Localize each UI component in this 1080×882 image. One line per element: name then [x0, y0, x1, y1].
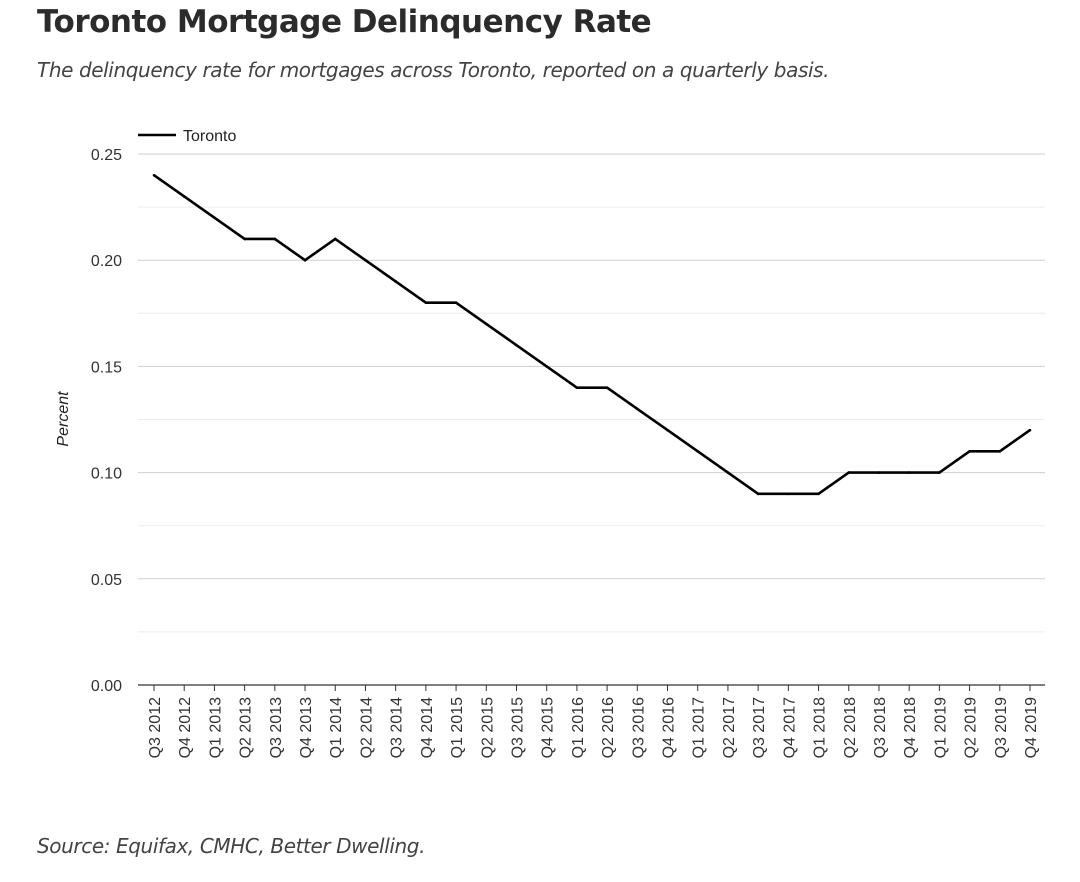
x-tick-label: Q4 2017: [781, 697, 798, 758]
x-tick-label: Q2 2017: [721, 697, 738, 758]
data-point: [726, 471, 730, 474]
legend: Toronto: [138, 128, 236, 145]
data-point: [756, 492, 760, 496]
data-point: [273, 237, 277, 241]
y-tick-label: 0.00: [91, 678, 122, 695]
data-point: [636, 407, 639, 411]
x-tick-label: Q4 2013: [298, 697, 315, 758]
y-tick-label: 0.05: [91, 572, 122, 589]
data-point: [243, 237, 246, 241]
x-tick-label: Q1 2014: [328, 697, 345, 758]
x-tick-label: Q4 2018: [902, 697, 919, 758]
data-point: [333, 237, 337, 241]
y-tick-label: 0.10: [91, 466, 122, 483]
x-axis-ticks: Q3 2012 Q4 2012 Q1 2013 Q2 2013 Q3 2013 Q4 20…: [147, 685, 1040, 758]
x-tick-label: Q2 2015: [479, 697, 496, 758]
x-tick-label: Q4 2012: [177, 697, 194, 758]
x-tick-label: Q2 2018: [842, 697, 859, 758]
line-chart: 0.000.050.100.150.200.25 Q3 2012 Q4 2012 Q…: [55, 128, 1045, 758]
x-tick-label: Q1 2013: [207, 697, 224, 758]
data-point: [787, 492, 790, 496]
x-tick-label: Q3 2014: [389, 697, 406, 758]
data-point: [545, 365, 548, 368]
data-point: [484, 322, 488, 326]
series-line-toronto: [153, 174, 1031, 496]
data-point: [938, 471, 941, 474]
y-axis-label: Percent: [55, 391, 72, 447]
data-point: [998, 450, 1002, 453]
data-point: [454, 301, 458, 304]
data-point: [1028, 428, 1032, 432]
x-tick-label: Q4 2019: [1023, 697, 1040, 758]
x-tick-label: Q4 2016: [661, 697, 678, 758]
y-tick-label: 0.20: [91, 253, 122, 270]
data-point: [847, 471, 851, 474]
x-tick-label: Q1 2017: [691, 697, 708, 758]
x-tick-label: Q2 2014: [358, 697, 375, 758]
x-tick-label: Q3 2018: [872, 697, 889, 758]
x-tick-label: Q3 2015: [509, 697, 526, 758]
data-point: [666, 428, 669, 432]
x-tick-label: Q4 2014: [419, 697, 436, 758]
x-tick-label: Q1 2016: [570, 697, 587, 758]
x-tick-label: Q3 2016: [630, 697, 647, 758]
x-tick-label: Q3 2017: [751, 697, 768, 758]
x-tick-label: Q2 2013: [238, 697, 255, 758]
data-point: [213, 216, 216, 220]
data-point: [605, 386, 609, 389]
x-tick-label: Q1 2015: [449, 697, 466, 758]
series-toronto: [152, 173, 1032, 496]
x-tick-label: Q3 2019: [993, 697, 1010, 758]
y-axis-ticks: 0.00 0.05 0.10 0.15 0.20 0.25: [91, 147, 122, 695]
grid-lines: [138, 153, 1045, 633]
data-point: [303, 258, 307, 262]
data-point: [968, 450, 971, 453]
data-point: [152, 173, 156, 177]
y-tick-label: 0.15: [91, 359, 122, 376]
data-point: [575, 386, 579, 389]
source-note: Source: Equifax, CMHC, Better Dwelling.: [37, 834, 426, 858]
data-point: [515, 343, 518, 347]
data-point: [182, 195, 186, 198]
x-tick-label: Q2 2016: [600, 697, 617, 758]
legend-label-toronto: Toronto: [183, 128, 236, 145]
chart-subtitle: The delinquency rate for mortgages acros…: [37, 58, 830, 82]
data-point: [696, 450, 700, 453]
data-point: [817, 492, 820, 496]
data-point: [877, 471, 881, 474]
x-tick-label: Q2 2019: [963, 697, 980, 758]
chart-title: Toronto Mortgage Delinquency Rate: [37, 4, 652, 40]
data-point: [364, 258, 367, 262]
x-tick-label: Q3 2012: [147, 697, 164, 758]
x-tick-label: Q1 2018: [812, 697, 829, 758]
y-tick-label: 0.25: [91, 147, 122, 164]
data-point: [424, 301, 428, 304]
data-point: [907, 471, 911, 474]
x-tick-label: Q1 2019: [932, 697, 949, 758]
x-tick-label: Q3 2013: [268, 697, 285, 758]
x-tick-label: Q4 2015: [540, 697, 557, 758]
data-point: [394, 280, 397, 283]
